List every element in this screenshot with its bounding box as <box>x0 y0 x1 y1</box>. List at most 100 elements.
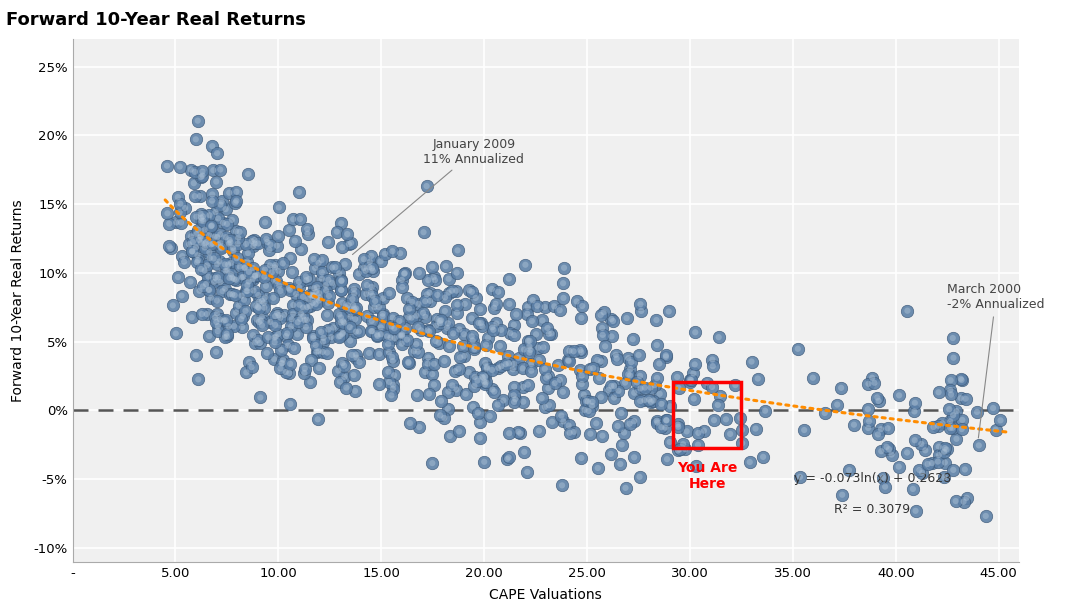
Point <box>521 341 538 351</box>
Point <box>484 322 501 332</box>
Point <box>399 357 416 367</box>
Point <box>288 289 305 299</box>
Point <box>245 286 262 295</box>
Point <box>935 447 952 457</box>
Point <box>228 253 245 263</box>
Point <box>247 301 264 311</box>
Point <box>833 383 850 393</box>
Point <box>294 292 311 302</box>
Point <box>555 416 572 426</box>
Point <box>282 399 299 409</box>
Point <box>530 355 547 365</box>
Point <box>911 465 928 475</box>
Point <box>371 379 388 389</box>
Point <box>283 267 300 276</box>
Point <box>306 291 323 301</box>
Point <box>410 299 427 309</box>
Point <box>315 333 332 343</box>
Point <box>661 437 678 447</box>
Point <box>212 165 229 175</box>
Point <box>384 356 402 366</box>
Point <box>259 237 276 247</box>
Point <box>490 287 507 297</box>
Point <box>201 253 218 263</box>
Point <box>992 416 1009 425</box>
Point <box>436 413 453 423</box>
Point <box>168 218 185 227</box>
Point <box>534 393 551 403</box>
Point <box>363 326 380 336</box>
Point <box>216 284 233 294</box>
Point <box>198 309 215 319</box>
Point <box>448 286 465 295</box>
Point <box>630 350 648 360</box>
Point <box>289 329 306 339</box>
Point <box>279 341 296 351</box>
Point <box>410 299 427 309</box>
Point <box>606 392 623 402</box>
Point <box>623 357 640 367</box>
Point <box>978 511 995 521</box>
Point <box>419 326 436 335</box>
Point <box>632 299 649 309</box>
Point <box>906 435 923 445</box>
Point <box>429 290 446 300</box>
Point <box>330 268 347 278</box>
Point <box>171 207 189 217</box>
Point <box>342 305 359 314</box>
Point <box>228 196 245 205</box>
Point <box>295 303 312 313</box>
Point <box>345 284 362 294</box>
Point <box>275 355 292 365</box>
Point <box>258 281 275 291</box>
Point <box>350 327 367 337</box>
Point <box>159 208 176 218</box>
Point <box>941 385 958 395</box>
Point <box>471 417 488 427</box>
Point <box>430 338 447 348</box>
Point <box>266 320 283 330</box>
Point <box>669 419 686 429</box>
Point <box>606 381 623 390</box>
Point <box>177 203 194 213</box>
Point <box>486 387 503 397</box>
Point <box>670 383 687 393</box>
Point <box>507 394 524 404</box>
Point <box>206 254 223 264</box>
Point <box>419 289 436 299</box>
Point <box>403 313 420 322</box>
Point <box>475 373 492 383</box>
Point <box>741 457 758 467</box>
Point <box>536 302 553 312</box>
Point <box>164 300 181 310</box>
Point <box>228 196 245 205</box>
Point <box>250 317 267 327</box>
Point <box>274 358 291 368</box>
Point <box>320 237 337 246</box>
Point <box>379 332 396 341</box>
Point <box>363 282 380 292</box>
Point <box>350 268 367 278</box>
Point <box>511 428 528 438</box>
Point <box>879 424 896 433</box>
Point <box>709 400 726 410</box>
Point <box>421 389 438 398</box>
Point <box>244 330 261 340</box>
Point <box>710 332 727 342</box>
Point <box>292 214 309 224</box>
Point <box>419 326 436 335</box>
Point <box>235 295 252 305</box>
Point <box>266 262 283 272</box>
Point <box>540 371 557 381</box>
Point <box>520 336 537 346</box>
Point <box>210 321 227 331</box>
Point <box>184 246 201 256</box>
Point <box>498 454 515 464</box>
Point <box>307 340 324 350</box>
Point <box>291 300 308 310</box>
Point <box>380 339 397 349</box>
Point <box>250 317 267 327</box>
Point <box>171 207 189 217</box>
Point <box>258 348 275 358</box>
Point <box>373 322 390 332</box>
